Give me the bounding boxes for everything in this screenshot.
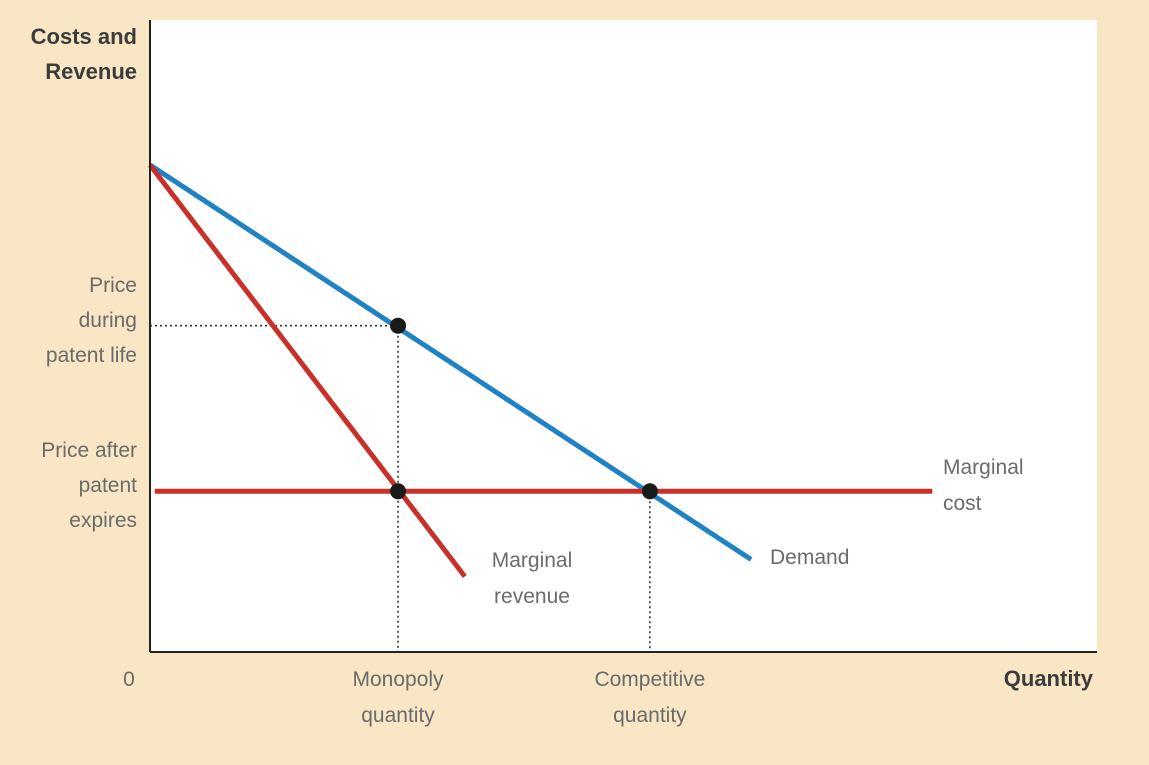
demand-label: Demand xyxy=(770,546,849,569)
y-axis-title-line: Costs and xyxy=(31,24,137,49)
y-axis-title-line: Revenue xyxy=(45,59,137,84)
x-tick-monopoly-q-line: Monopoly xyxy=(353,668,445,691)
y-tick-price-after: Price after patent expires xyxy=(41,439,137,532)
monopoly-price-point xyxy=(390,317,407,334)
marginal_revenue-line xyxy=(148,163,467,579)
y-axis-title: Costs and Revenue xyxy=(31,24,137,84)
origin-label: 0 xyxy=(123,668,135,691)
marginal_cost-label-line: Marginal xyxy=(943,456,1024,479)
demand-label-line: Demand xyxy=(770,546,849,569)
y-tick-price-during-line: during xyxy=(79,309,137,332)
y-tick-price-after-line: Price after xyxy=(41,439,137,462)
marginal_cost-label: Marginal cost xyxy=(943,456,1024,515)
y-tick-price-after-line: expires xyxy=(69,509,137,532)
x-tick-monopoly-q: Monopoly quantity xyxy=(353,668,445,727)
marginal_revenue-label-line: Marginal xyxy=(492,549,573,572)
x-tick-competitive-q-line: quantity xyxy=(613,704,687,727)
y-tick-price-during-line: patent life xyxy=(46,344,137,367)
x-tick-monopoly-q-line: quantity xyxy=(361,704,435,727)
y-tick-price-during: Price during patent life xyxy=(46,274,137,367)
mr-mc-intersection xyxy=(390,483,407,500)
marginal_cost-label-line: cost xyxy=(943,492,982,515)
marginal_revenue-label-line: revenue xyxy=(494,585,570,608)
x-axis-title: Quantity xyxy=(1004,666,1094,691)
y-tick-price-during-line: Price xyxy=(89,274,137,297)
competitive-point xyxy=(641,483,658,500)
x-tick-competitive-q: Competitive quantity xyxy=(594,668,705,727)
y-tick-price-after-line: patent xyxy=(79,474,138,497)
x-tick-competitive-q-line: Competitive xyxy=(594,668,705,691)
plot-area xyxy=(150,20,1097,652)
marginal_revenue-label: Marginal revenue xyxy=(492,549,573,608)
